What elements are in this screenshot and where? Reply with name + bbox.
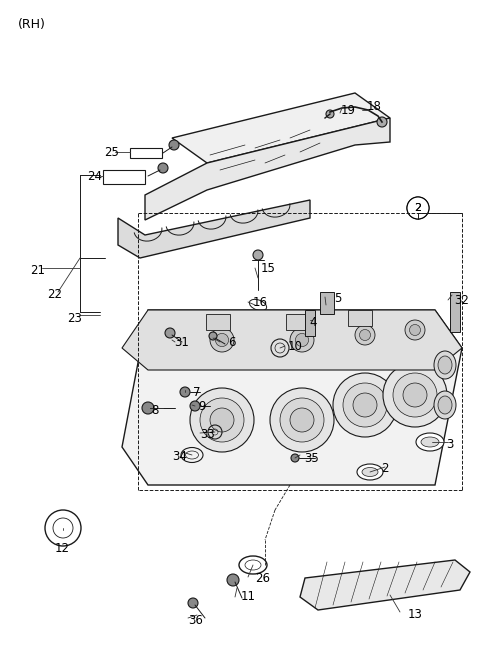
Text: 32: 32	[455, 293, 469, 306]
Circle shape	[295, 333, 309, 346]
Polygon shape	[122, 310, 462, 370]
Text: 5: 5	[334, 291, 342, 304]
Text: 22: 22	[48, 289, 62, 302]
Circle shape	[290, 328, 314, 352]
Ellipse shape	[416, 433, 444, 451]
Circle shape	[210, 408, 234, 432]
Circle shape	[409, 325, 420, 335]
FancyBboxPatch shape	[348, 310, 372, 326]
Circle shape	[216, 333, 228, 346]
Polygon shape	[300, 560, 470, 610]
Circle shape	[333, 373, 397, 437]
Circle shape	[190, 388, 254, 452]
Circle shape	[253, 250, 263, 260]
Circle shape	[190, 401, 200, 411]
Circle shape	[405, 320, 425, 340]
Circle shape	[291, 454, 299, 462]
Circle shape	[407, 197, 429, 219]
Circle shape	[188, 598, 198, 608]
Circle shape	[407, 197, 429, 219]
Text: 2: 2	[414, 203, 421, 213]
Text: 31: 31	[175, 335, 190, 348]
Text: 34: 34	[173, 449, 187, 462]
Text: 4: 4	[309, 316, 317, 329]
Ellipse shape	[362, 468, 378, 476]
FancyBboxPatch shape	[320, 292, 334, 314]
FancyBboxPatch shape	[450, 292, 460, 332]
Circle shape	[403, 383, 427, 407]
Circle shape	[158, 163, 168, 173]
Ellipse shape	[421, 437, 439, 447]
Text: 16: 16	[252, 297, 267, 310]
Text: 33: 33	[201, 428, 216, 441]
Text: 11: 11	[240, 590, 255, 604]
Circle shape	[326, 110, 334, 118]
Text: 8: 8	[151, 403, 159, 417]
Ellipse shape	[438, 396, 452, 414]
Circle shape	[383, 363, 447, 427]
Circle shape	[142, 402, 154, 414]
Text: 13: 13	[408, 607, 422, 621]
Text: 2: 2	[381, 462, 389, 474]
FancyBboxPatch shape	[286, 314, 310, 330]
FancyBboxPatch shape	[103, 170, 145, 184]
Polygon shape	[145, 118, 390, 220]
Circle shape	[200, 398, 244, 442]
Text: 7: 7	[193, 386, 201, 398]
Ellipse shape	[357, 464, 383, 480]
FancyBboxPatch shape	[130, 148, 162, 158]
Circle shape	[210, 328, 234, 352]
Circle shape	[280, 398, 324, 442]
Text: 9: 9	[198, 401, 206, 413]
Circle shape	[393, 373, 437, 417]
Circle shape	[353, 393, 377, 417]
Polygon shape	[118, 200, 310, 258]
Text: 2: 2	[414, 203, 421, 213]
Text: 25: 25	[105, 146, 120, 159]
Polygon shape	[172, 93, 390, 163]
Circle shape	[180, 387, 190, 397]
Text: 36: 36	[189, 613, 204, 626]
Circle shape	[165, 328, 175, 338]
Circle shape	[209, 332, 217, 340]
Ellipse shape	[438, 356, 452, 374]
Text: 3: 3	[446, 438, 454, 451]
Circle shape	[270, 388, 334, 452]
Ellipse shape	[434, 391, 456, 419]
Text: 6: 6	[228, 337, 236, 350]
Circle shape	[169, 140, 179, 150]
Text: 24: 24	[87, 169, 103, 182]
Text: 21: 21	[31, 264, 46, 276]
Text: 23: 23	[68, 312, 83, 325]
Text: 35: 35	[305, 451, 319, 464]
FancyBboxPatch shape	[305, 310, 315, 336]
Text: 26: 26	[255, 571, 271, 584]
Text: 10: 10	[288, 340, 302, 354]
Polygon shape	[122, 310, 462, 485]
Ellipse shape	[434, 351, 456, 379]
Text: 19: 19	[340, 104, 356, 117]
Circle shape	[290, 408, 314, 432]
FancyBboxPatch shape	[206, 314, 230, 330]
Circle shape	[343, 383, 387, 427]
Circle shape	[227, 574, 239, 586]
Text: 18: 18	[367, 100, 382, 112]
Text: 12: 12	[55, 541, 70, 554]
Text: (RH): (RH)	[18, 18, 46, 31]
Circle shape	[377, 117, 387, 127]
Circle shape	[355, 325, 375, 345]
Text: 15: 15	[261, 262, 276, 274]
Circle shape	[360, 329, 371, 340]
